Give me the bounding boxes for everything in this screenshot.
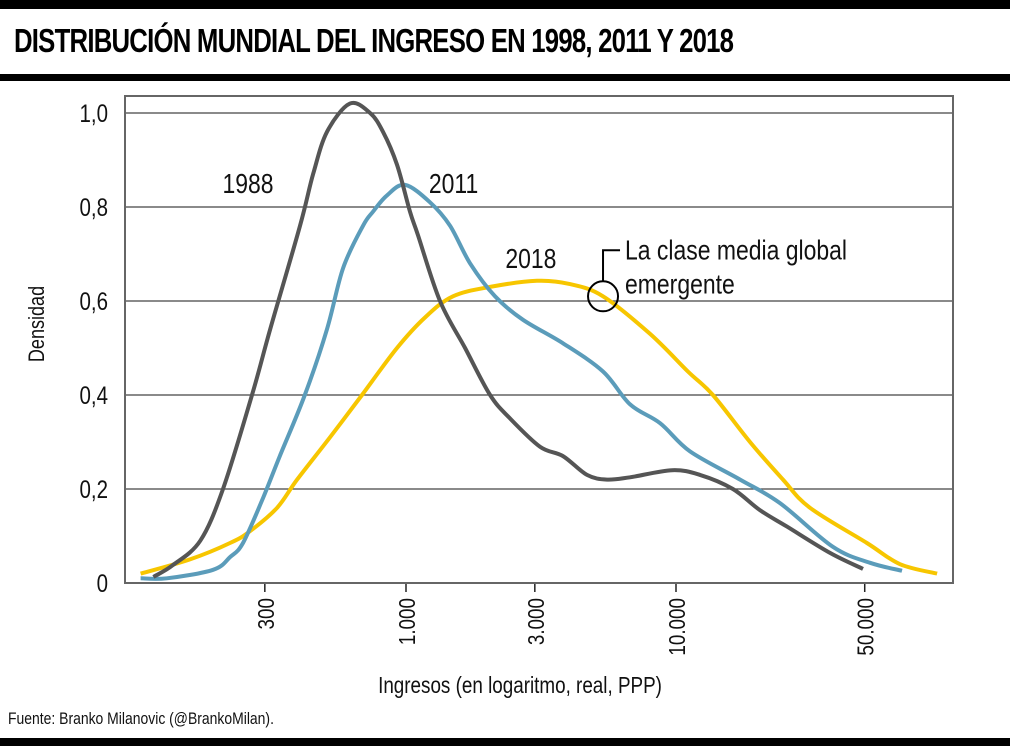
series-label-2018: 2018 <box>505 244 556 275</box>
series-line-1988 <box>152 100 864 579</box>
series-line-2018 <box>140 278 938 576</box>
x-tick-label: 10.000 <box>665 598 690 656</box>
gridlines <box>125 112 953 490</box>
series-label-2011: 2011 <box>429 169 478 200</box>
y-tick-label: 0,8 <box>80 193 108 221</box>
y-tick-label: 0,4 <box>80 381 109 409</box>
y-tick-label: 0,2 <box>80 475 108 503</box>
x-tick-label: 3.000 <box>524 598 549 645</box>
x-tick-label: 1.000 <box>395 598 420 645</box>
y-axis-ticks: 0 0,2 0,4 0,6 0,8 1,0 <box>80 99 109 597</box>
annotation-leader <box>602 249 621 282</box>
y-axis-label: Densidad <box>25 286 49 362</box>
y-tick-label: 0,6 <box>80 287 108 315</box>
plot-frame <box>124 95 954 584</box>
series-lines <box>140 100 938 581</box>
title-rule <box>0 74 1010 81</box>
series-line-2011 <box>140 182 903 581</box>
series-label-1988: 1988 <box>223 169 274 200</box>
bottom-rule <box>0 738 1010 746</box>
series-labels: 2018 2011 1988 <box>223 169 557 275</box>
y-tick-label: 1,0 <box>80 99 108 127</box>
source-note: Fuente: Branko Milanovic (@BrankoMilan). <box>8 709 274 728</box>
x-tick-label: 300 <box>254 598 279 629</box>
x-tick-label: 50.000 <box>854 598 879 656</box>
y-tick-label: 0 <box>97 569 108 597</box>
chart-title: DISTRIBUCIÓN MUNDIAL DEL INGRESO EN 1998… <box>14 22 734 59</box>
top-rule <box>0 0 1010 9</box>
annotation-text: emergente <box>625 269 735 300</box>
annotation-text: La clase media global <box>625 235 847 266</box>
x-axis-ticks: 300 1.000 3.000 10.000 50.000 <box>254 583 879 656</box>
x-axis-label: Ingresos (en logaritmo, real, PPP) <box>378 673 662 698</box>
